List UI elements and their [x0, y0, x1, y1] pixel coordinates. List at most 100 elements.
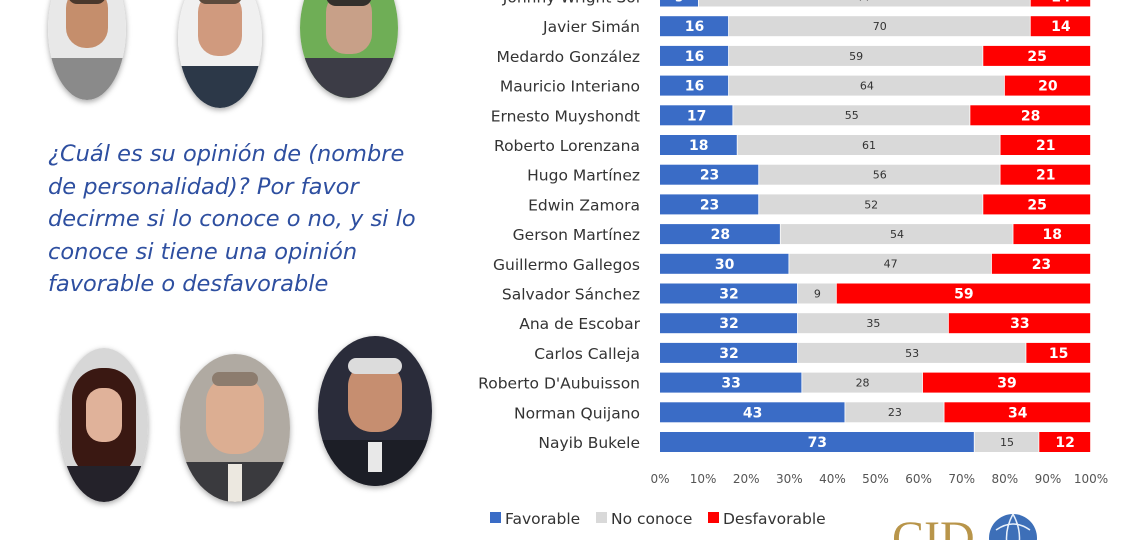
legend-label: Favorable — [505, 510, 580, 528]
bar-segment-desfavorable — [948, 313, 1091, 334]
x-tick-label: 100% — [1074, 472, 1108, 486]
category-label: Norman Quijano — [514, 404, 640, 422]
data-label: 33 — [721, 376, 740, 392]
legend-swatch — [708, 512, 719, 523]
data-label: 47 — [884, 258, 898, 271]
bar-segment-no-conoce — [802, 372, 923, 393]
data-label: 20 — [1038, 79, 1058, 95]
bar-segment-desfavorable — [970, 105, 1091, 126]
portrait-photo — [180, 354, 290, 502]
bar-segment-desfavorable — [836, 283, 1091, 304]
bar-segment-no-conoce — [845, 402, 944, 423]
data-label: 16 — [685, 19, 704, 35]
data-label: 32 — [719, 287, 738, 303]
bar-segment-favorable — [660, 253, 789, 274]
category-label: Guillermo Gallegos — [493, 256, 640, 274]
bar-segment-no-conoce — [797, 283, 836, 304]
data-label: 52 — [864, 198, 878, 211]
data-label: 15 — [1049, 346, 1068, 362]
bar-segment-no-conoce — [728, 16, 1030, 37]
data-label: 14 — [1051, 19, 1071, 35]
bar-segment-favorable — [660, 45, 729, 66]
data-label: 25 — [1027, 49, 1046, 65]
x-tick-label: 40% — [819, 472, 846, 486]
data-label: 30 — [715, 257, 735, 273]
data-label: 17 — [687, 108, 706, 124]
x-tick-label: 70% — [948, 472, 975, 486]
bar-segment-desfavorable — [1000, 135, 1091, 155]
bar-segment-desfavorable — [1000, 164, 1091, 185]
data-label: 23 — [1032, 257, 1051, 273]
bar-segment-desfavorable — [1030, 0, 1091, 7]
data-label: 32 — [719, 346, 738, 362]
bar-segment-favorable — [660, 342, 798, 363]
category-label: Gerson Martínez — [513, 226, 640, 244]
legend-swatch — [596, 512, 607, 523]
bar-segment-desfavorable — [1013, 224, 1091, 245]
bar-segment-no-conoce — [728, 45, 983, 66]
data-label: 33 — [1010, 316, 1029, 332]
bar-segment-favorable — [660, 75, 729, 96]
bar-segment-desfavorable — [944, 402, 1091, 423]
data-label: 28 — [711, 227, 730, 243]
left-panel: ¿Cuál es su opinión de (nombre de person… — [0, 0, 440, 540]
data-label: 14 — [1051, 0, 1071, 6]
bar-segment-favorable — [660, 194, 759, 215]
survey-question: ¿Cuál es su opinión de (nombre de person… — [48, 141, 416, 297]
bar-segment-favorable — [660, 224, 780, 245]
data-label: 54 — [890, 228, 904, 241]
bar-segment-no-conoce — [759, 164, 1000, 185]
legend-label: No conoce — [611, 510, 692, 528]
data-label: 59 — [954, 287, 973, 303]
bar-segment-favorable — [660, 432, 974, 452]
data-label: 9 — [814, 287, 821, 300]
data-label: 16 — [685, 49, 704, 65]
data-label: 21 — [1036, 168, 1055, 184]
data-label: 56 — [873, 169, 887, 182]
bar-segment-no-conoce — [728, 75, 1004, 96]
data-label: 35 — [866, 317, 880, 330]
data-label: 28 — [1021, 108, 1040, 124]
bar-segment-desfavorable — [991, 253, 1091, 274]
x-tick-label: 30% — [776, 472, 803, 486]
data-label: 70 — [873, 20, 887, 33]
data-label: 59 — [849, 50, 863, 63]
bar-segment-favorable — [660, 135, 737, 155]
bar-segment-no-conoce — [789, 253, 992, 274]
data-label: 73 — [808, 435, 827, 451]
bar-segment-desfavorable — [922, 372, 1091, 393]
data-label: 53 — [905, 347, 919, 360]
portrait-photo — [178, 0, 262, 108]
portrait-photo — [48, 0, 126, 100]
category-label: Carlos Calleja — [534, 345, 640, 363]
x-tick-label: 60% — [905, 472, 932, 486]
x-tick-label: 50% — [862, 472, 889, 486]
category-label: Medardo González — [496, 48, 640, 66]
data-label: 16 — [685, 79, 704, 95]
bar-segment-favorable — [660, 0, 698, 7]
data-label: 25 — [1027, 197, 1046, 213]
bar-segment-no-conoce — [797, 342, 1026, 363]
category-label: Ana de Escobar — [519, 315, 640, 333]
data-label: 39 — [997, 376, 1016, 392]
bar-segment-desfavorable — [983, 194, 1091, 215]
data-label: 23 — [700, 197, 719, 213]
data-label: 23 — [888, 406, 902, 419]
bar-segment-desfavorable — [983, 45, 1091, 66]
data-label: 9 — [675, 0, 685, 6]
data-label: 77 — [858, 0, 872, 3]
x-tick-label: 0% — [650, 472, 669, 486]
data-label: 34 — [1008, 405, 1028, 421]
portrait-photo — [60, 348, 148, 502]
category-label: Mauricio Interiano — [500, 78, 640, 96]
category-label: Edwin Zamora — [528, 196, 640, 214]
x-tick-label: 80% — [991, 472, 1018, 486]
bar-segment-no-conoce — [737, 135, 1000, 155]
category-label: Ernesto Muyshondt — [491, 107, 640, 125]
bar-segment-no-conoce — [974, 432, 1039, 452]
data-label: 55 — [845, 109, 859, 122]
category-label: Hugo Martínez — [527, 167, 640, 185]
data-label: 32 — [719, 316, 738, 332]
portrait-photo — [318, 336, 432, 486]
bar-segment-favorable — [660, 105, 733, 126]
